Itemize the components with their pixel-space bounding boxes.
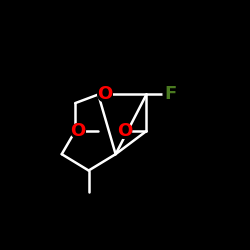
Circle shape: [71, 124, 86, 138]
Text: O: O: [98, 86, 113, 103]
Text: O: O: [117, 122, 132, 140]
Text: F: F: [164, 86, 176, 103]
Circle shape: [98, 87, 112, 102]
Circle shape: [163, 87, 178, 102]
Text: O: O: [70, 122, 86, 140]
Circle shape: [117, 124, 132, 138]
